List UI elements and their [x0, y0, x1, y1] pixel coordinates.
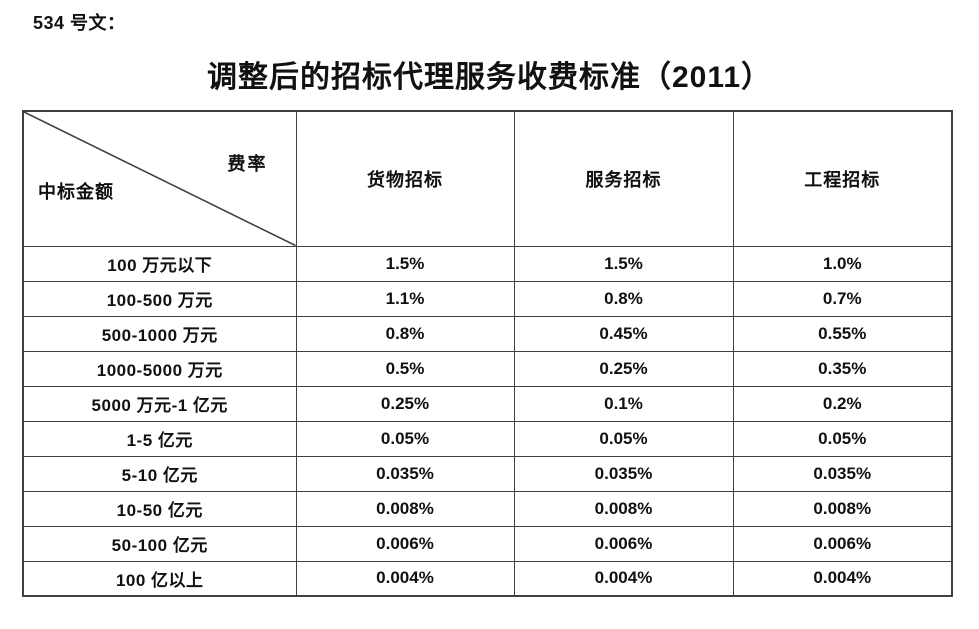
row-label: 50-100 亿元	[22, 525, 297, 562]
column-header-engineering: 工程招标	[732, 110, 953, 247]
rate-value: 0.05%	[295, 420, 515, 457]
table-row: 50-100 亿元 0.006% 0.006% 0.006%	[22, 525, 953, 562]
rate-value: 1.0%	[732, 245, 953, 282]
rate-value: 0.5%	[295, 350, 515, 387]
rate-value: 0.55%	[732, 315, 953, 352]
row-label: 10-50 亿元	[22, 490, 297, 527]
rate-value: 0.004%	[732, 560, 953, 597]
table-row: 500-1000 万元 0.8% 0.45% 0.55%	[22, 315, 953, 352]
rate-value: 0.008%	[295, 490, 515, 527]
table-row: 100 万元以下 1.5% 1.5% 1.0%	[22, 245, 953, 282]
corner-label-amount: 中标金额	[38, 181, 114, 202]
rate-value: 0.006%	[513, 525, 734, 562]
diagonal-corner-cell: 费率 中标金额	[22, 110, 297, 247]
row-label: 100 万元以下	[22, 245, 297, 282]
table-row: 100 亿以上 0.004% 0.004% 0.004%	[22, 560, 953, 597]
row-label: 100 亿以上	[22, 560, 297, 597]
rate-value: 0.1%	[513, 385, 734, 422]
table-row: 100-500 万元 1.1% 0.8% 0.7%	[22, 280, 953, 317]
table-header-row: 费率 中标金额 货物招标 服务招标 工程招标	[22, 110, 953, 247]
rate-value: 0.008%	[732, 490, 953, 527]
rate-value: 0.2%	[732, 385, 953, 422]
column-header-goods: 货物招标	[295, 110, 515, 247]
corner-label-rate: 费率	[227, 154, 268, 174]
rate-value: 1.5%	[513, 245, 734, 282]
rate-value: 0.008%	[513, 490, 734, 527]
table-row: 5000 万元-1 亿元 0.25% 0.1% 0.2%	[22, 385, 953, 422]
row-label: 500-1000 万元	[22, 315, 297, 352]
rate-value: 0.45%	[513, 315, 734, 352]
rate-value: 0.004%	[295, 560, 515, 597]
page-title: 调整后的招标代理服务收费标准（2011）	[206, 61, 773, 94]
table-row: 10-50 亿元 0.008% 0.008% 0.008%	[22, 490, 953, 527]
rate-value: 0.006%	[732, 525, 953, 562]
rate-value: 0.05%	[732, 420, 953, 457]
rate-value: 0.25%	[295, 385, 515, 422]
fee-rate-table: 费率 中标金额 货物招标 服务招标 工程招标 100 万元以下 1.5% 1.5…	[22, 110, 953, 597]
rate-value: 0.25%	[513, 350, 734, 387]
row-label: 1000-5000 万元	[22, 350, 297, 387]
row-label: 1-5 亿元	[22, 420, 297, 457]
rate-value: 0.004%	[513, 560, 734, 597]
row-label: 5000 万元-1 亿元	[22, 385, 297, 422]
rate-value: 1.1%	[295, 280, 515, 317]
rate-value: 0.8%	[295, 315, 515, 352]
rate-value: 0.035%	[732, 455, 953, 492]
table-row: 1000-5000 万元 0.5% 0.25% 0.35%	[22, 350, 953, 387]
rate-value: 0.35%	[732, 350, 953, 387]
rate-value: 0.8%	[513, 280, 734, 317]
row-label: 100-500 万元	[22, 280, 297, 317]
rate-value: 0.035%	[295, 455, 515, 492]
rate-value: 0.006%	[295, 525, 515, 562]
column-header-services: 服务招标	[513, 110, 734, 247]
rate-value: 0.7%	[732, 280, 953, 317]
rate-value: 0.05%	[513, 420, 734, 457]
rate-value: 0.035%	[513, 455, 734, 492]
doc-number-label: 534 号文：	[33, 13, 126, 33]
rate-value: 1.5%	[295, 245, 515, 282]
table-row: 5-10 亿元 0.035% 0.035% 0.035%	[22, 455, 953, 492]
table-row: 1-5 亿元 0.05% 0.05% 0.05%	[22, 420, 953, 457]
row-label: 5-10 亿元	[22, 455, 297, 492]
